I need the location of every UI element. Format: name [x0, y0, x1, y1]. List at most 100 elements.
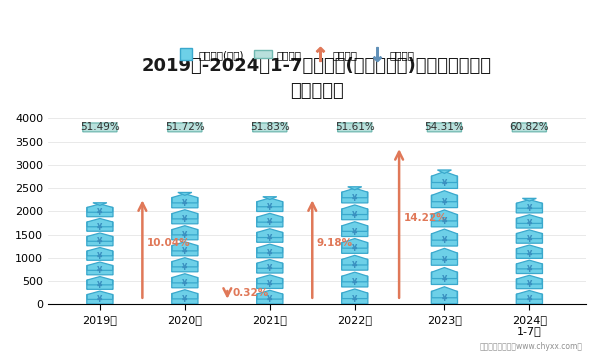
Polygon shape	[87, 247, 112, 256]
FancyBboxPatch shape	[432, 291, 457, 304]
Polygon shape	[87, 291, 112, 299]
Text: ¥: ¥	[526, 295, 532, 304]
Text: ¥: ¥	[182, 279, 188, 288]
Text: ¥: ¥	[267, 280, 272, 289]
FancyBboxPatch shape	[172, 230, 198, 240]
FancyBboxPatch shape	[341, 276, 368, 287]
FancyBboxPatch shape	[257, 217, 283, 227]
Polygon shape	[172, 242, 198, 251]
FancyBboxPatch shape	[172, 262, 198, 272]
Text: ¥: ¥	[97, 208, 103, 217]
Polygon shape	[263, 197, 277, 200]
FancyBboxPatch shape	[512, 123, 546, 132]
FancyBboxPatch shape	[252, 123, 287, 132]
Polygon shape	[342, 272, 367, 282]
FancyBboxPatch shape	[432, 176, 457, 189]
Text: ¥: ¥	[526, 250, 532, 259]
FancyBboxPatch shape	[341, 226, 368, 236]
FancyBboxPatch shape	[516, 203, 543, 213]
Text: ¥: ¥	[352, 194, 358, 203]
Polygon shape	[87, 218, 112, 227]
Polygon shape	[257, 198, 282, 207]
FancyBboxPatch shape	[257, 279, 283, 288]
Text: 9.18%: 9.18%	[317, 239, 353, 248]
Text: ¥: ¥	[526, 219, 532, 229]
Polygon shape	[432, 268, 457, 279]
Text: ¥: ¥	[182, 231, 188, 240]
Text: 0.32%: 0.32%	[232, 289, 268, 299]
FancyBboxPatch shape	[257, 202, 283, 212]
Text: ¥: ¥	[352, 228, 358, 236]
FancyBboxPatch shape	[432, 253, 457, 265]
FancyBboxPatch shape	[341, 192, 368, 203]
Polygon shape	[257, 213, 282, 222]
Text: ¥: ¥	[352, 244, 358, 253]
FancyBboxPatch shape	[83, 123, 117, 132]
Text: 51.72%: 51.72%	[165, 122, 205, 132]
Polygon shape	[257, 260, 282, 268]
Text: ¥: ¥	[267, 295, 272, 304]
Text: ¥: ¥	[267, 234, 272, 242]
Text: ¥: ¥	[182, 215, 188, 224]
Text: ¥: ¥	[97, 266, 103, 275]
Text: 60.82%: 60.82%	[510, 122, 549, 132]
Text: ¥: ¥	[352, 261, 358, 270]
Polygon shape	[432, 210, 457, 221]
Text: ¥: ¥	[442, 275, 447, 284]
Text: ¥: ¥	[267, 218, 272, 227]
Polygon shape	[87, 277, 112, 285]
Polygon shape	[178, 192, 192, 195]
FancyBboxPatch shape	[338, 123, 372, 132]
Polygon shape	[517, 275, 542, 284]
Text: 14.22%: 14.22%	[404, 213, 448, 223]
Text: ¥: ¥	[182, 295, 188, 304]
Text: 制图：智研咨询（www.chyxx.com）: 制图：智研咨询（www.chyxx.com）	[480, 343, 583, 351]
Text: ¥: ¥	[526, 280, 532, 289]
Polygon shape	[257, 229, 282, 237]
Text: 51.61%: 51.61%	[335, 122, 374, 132]
FancyBboxPatch shape	[172, 294, 198, 304]
FancyBboxPatch shape	[432, 234, 457, 246]
FancyBboxPatch shape	[516, 264, 543, 273]
FancyBboxPatch shape	[257, 294, 283, 304]
FancyBboxPatch shape	[87, 207, 113, 217]
Polygon shape	[522, 198, 536, 201]
Text: ¥: ¥	[442, 217, 447, 226]
FancyBboxPatch shape	[516, 248, 543, 258]
Text: ¥: ¥	[352, 295, 358, 304]
FancyBboxPatch shape	[87, 266, 113, 275]
Polygon shape	[432, 287, 457, 298]
FancyBboxPatch shape	[87, 222, 113, 231]
Text: 10.04%: 10.04%	[147, 239, 191, 248]
FancyBboxPatch shape	[257, 263, 283, 273]
Polygon shape	[517, 215, 542, 223]
Polygon shape	[93, 203, 107, 206]
Polygon shape	[432, 229, 457, 240]
Polygon shape	[172, 210, 198, 219]
Polygon shape	[342, 188, 367, 198]
Polygon shape	[432, 248, 457, 260]
Text: ¥: ¥	[182, 247, 188, 256]
Polygon shape	[257, 275, 282, 284]
Polygon shape	[172, 258, 198, 267]
Polygon shape	[257, 290, 282, 299]
Polygon shape	[257, 244, 282, 253]
Text: ¥: ¥	[442, 198, 447, 207]
Text: 54.31%: 54.31%	[424, 122, 465, 132]
Text: ¥: ¥	[97, 237, 103, 246]
Polygon shape	[87, 204, 112, 212]
FancyBboxPatch shape	[516, 234, 543, 243]
Text: ¥: ¥	[267, 203, 272, 212]
Polygon shape	[172, 194, 198, 203]
Polygon shape	[342, 205, 367, 214]
Text: ¥: ¥	[97, 223, 103, 232]
Polygon shape	[517, 230, 542, 239]
Polygon shape	[172, 274, 198, 283]
FancyBboxPatch shape	[172, 246, 198, 256]
Text: ¥: ¥	[267, 249, 272, 258]
Text: ¥: ¥	[442, 179, 447, 188]
Polygon shape	[432, 191, 457, 202]
FancyBboxPatch shape	[432, 272, 457, 284]
Polygon shape	[517, 200, 542, 208]
FancyBboxPatch shape	[87, 251, 113, 260]
